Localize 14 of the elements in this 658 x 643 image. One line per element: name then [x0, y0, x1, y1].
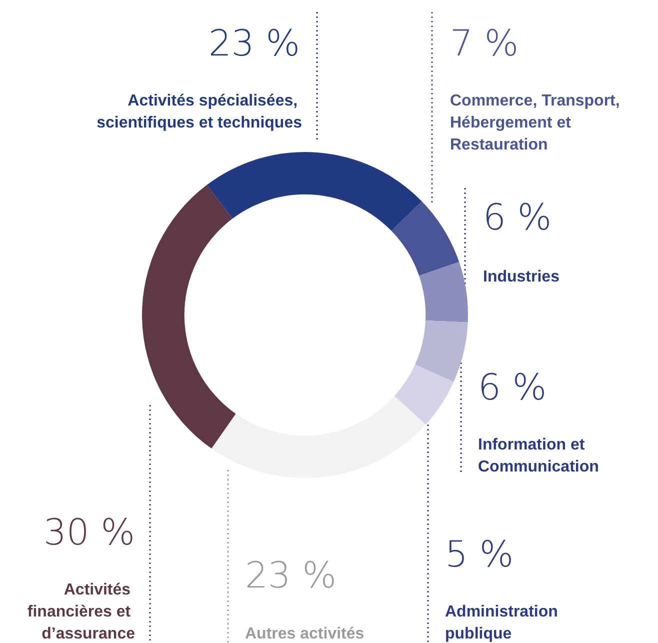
slice-label: Autres activités: [245, 626, 364, 642]
data-label: 6 %: [483, 198, 552, 238]
slice-label: Activités spécialisées, scientifiques et techniques: [96, 92, 302, 132]
data-label: 7 %: [450, 24, 519, 64]
data-label: 5 %: [445, 534, 514, 576]
slice-label: Industries: [483, 268, 560, 286]
slice-label: Activités financières et d’assurance: [27, 582, 136, 642]
data-label: 23 %: [208, 24, 300, 64]
slice-label: Commerce, Transport, Hébergement et Restauration: [450, 92, 624, 154]
slice-label: Administration publique: [445, 604, 562, 642]
data-label: 6 %: [478, 368, 547, 408]
data-label: 23 %: [245, 556, 336, 596]
data-label: 30 %: [44, 512, 135, 554]
slice-label: Information et Communication: [478, 436, 599, 476]
